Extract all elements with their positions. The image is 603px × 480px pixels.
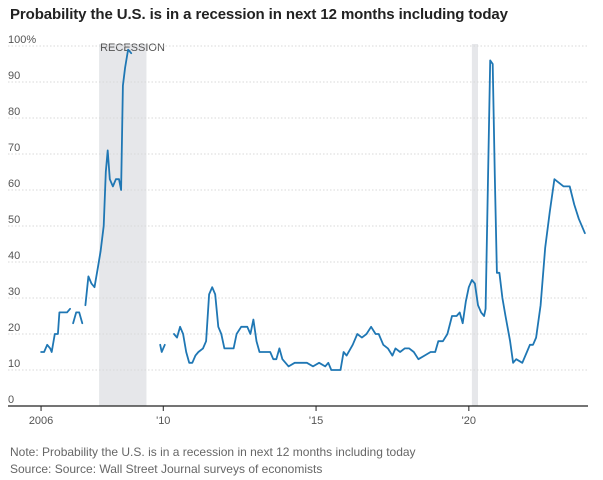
series-segment-1 (72, 311, 84, 325)
y-tick-label: 100% (8, 34, 36, 46)
x-tick-label: 2006 (29, 415, 53, 427)
y-tick-label: 20 (8, 322, 20, 334)
y-tick-label: 70 (8, 142, 20, 154)
series-segment-0 (40, 307, 71, 353)
y-tick-label: 40 (8, 250, 20, 262)
x-tick-label: '20 (462, 415, 476, 427)
y-tick-label: 10 (8, 358, 20, 370)
y-tick-label: 0 (8, 394, 14, 406)
recession-band-1 (471, 44, 478, 406)
recession-bands: RECESSION (99, 42, 478, 406)
line-chart: RECESSION 0 10 20 30 40 50 60 70 80 90 100% 2006 '1… (8, 34, 588, 427)
y-tick-label: 30 (8, 286, 20, 298)
footnotes: Note: Probability the U.S. is in a reces… (10, 444, 416, 478)
gridlines (8, 45, 588, 371)
x-tick-label: '15 (309, 415, 323, 427)
x-tick-label: '10 (156, 415, 170, 427)
y-tick-label: 50 (8, 214, 20, 226)
series-segment-2 (84, 48, 133, 307)
chart-title: Probability the U.S. is in a recession i… (10, 6, 508, 23)
series-segment-3 (159, 343, 166, 353)
y-axis-labels: 0 10 20 30 40 50 60 70 80 90 100% (8, 34, 36, 406)
series-line (40, 48, 586, 371)
y-tick-label: 90 (8, 70, 20, 82)
y-tick-label: 80 (8, 106, 20, 118)
y-tick-label: 60 (8, 178, 20, 190)
chart-source: Source: Source: Wall Street Journal surv… (10, 462, 323, 476)
recession-label: RECESSION (100, 42, 165, 54)
chart-note: Note: Probability the U.S. is in a reces… (10, 445, 416, 459)
x-axis: 2006 '10 '15 '20 (8, 405, 588, 427)
series-segment-4 (173, 59, 586, 371)
